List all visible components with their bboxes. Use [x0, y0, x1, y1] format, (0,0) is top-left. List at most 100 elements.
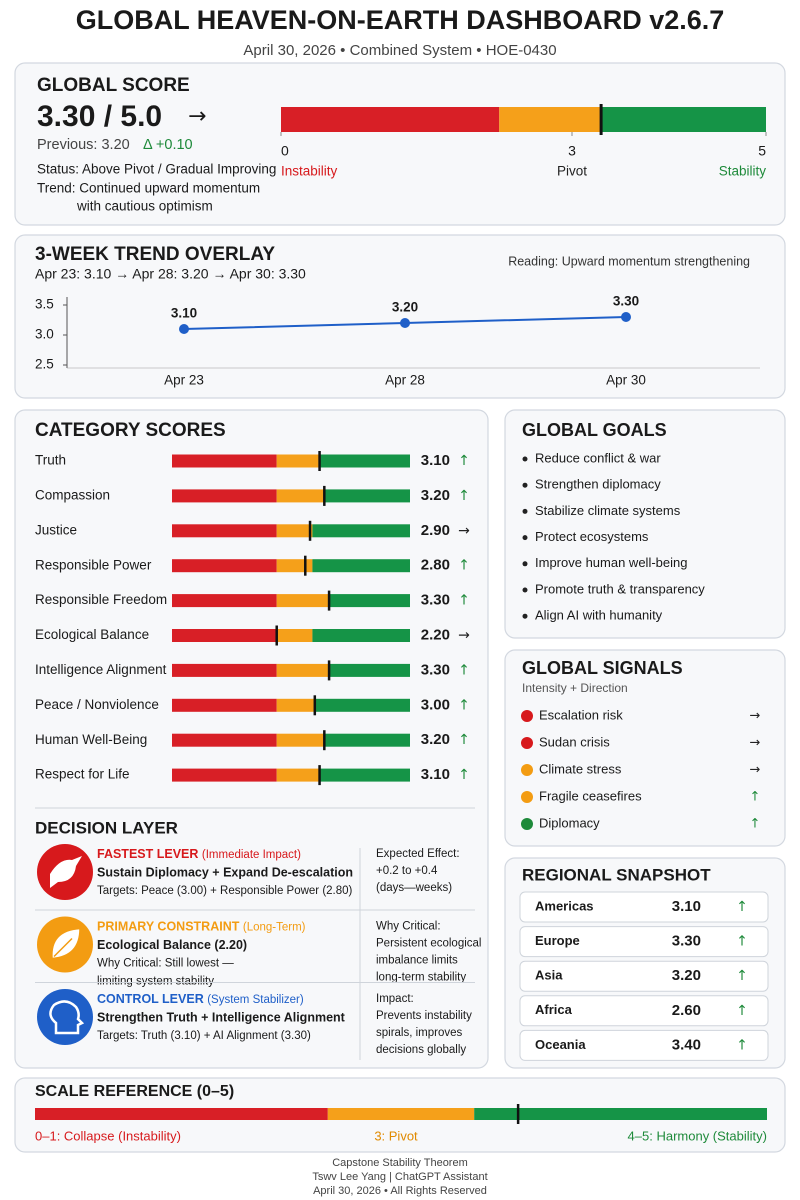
score-zone [324, 733, 410, 747]
region-name: Africa [535, 1002, 573, 1017]
goal-item: Protect ecosystems [535, 529, 649, 544]
category-score: 3.20 [421, 487, 450, 504]
x-tick-label: Apr 23 [164, 373, 204, 388]
score-zone [314, 698, 410, 712]
trend-arrow: ↑ [458, 453, 470, 469]
trend-arrow: ↑ [458, 767, 470, 783]
score-zone [324, 489, 410, 503]
signal-dot [521, 791, 533, 803]
goal-item: Stabilize climate systems [535, 503, 681, 518]
scale-tick-label: 3 [568, 143, 576, 159]
score-zone [276, 454, 320, 468]
trend-arrow: → [458, 628, 470, 644]
status-text: Status: Above Pivot / Gradual Improving [37, 162, 276, 177]
section-title: DECISION LAYER [35, 818, 178, 837]
decision-icon [37, 989, 93, 1045]
decision-side: Why Critical: [376, 921, 441, 933]
score-zone [172, 594, 277, 608]
decision-tag: (Immediate Impact) [202, 849, 301, 861]
category-name: Responsible Power [35, 557, 152, 572]
score-zone [172, 698, 277, 712]
score-zone [276, 733, 325, 747]
decision-lead: FASTEST LEVER (Immediate Impact) [97, 847, 301, 861]
score-zone [319, 454, 410, 468]
section-title: SCALE REFERENCE (0–5) [35, 1083, 234, 1100]
trend-summary: Apr 23: 3.10 → Apr 28: 3.20 → Apr 30: 3.… [35, 266, 306, 282]
section-title: 3-WEEK TREND OVERLAY [35, 244, 275, 265]
scale-zone [499, 107, 602, 132]
score-zone [276, 698, 315, 712]
score-zone [276, 594, 330, 608]
category-name: Ecological Balance [35, 627, 149, 642]
signal-direction: → [750, 736, 761, 751]
decision-main: Strengthen Truth + Intelligence Alignmen… [97, 1010, 346, 1024]
decision-lead: CONTROL LEVER (System Stabilizer) [97, 992, 304, 1006]
trend-arrow: ↑ [458, 593, 470, 609]
category-score: 3.30 [421, 661, 450, 678]
signal-name: Fragile ceasefires [539, 788, 642, 803]
section-subtitle: Intensity + Direction [522, 681, 628, 695]
scale-label: 4–5: Harmony (Stability) [628, 1128, 767, 1143]
scale-caption: Instability [281, 164, 338, 179]
bullet [522, 482, 528, 488]
category-name: Responsible Freedom [35, 592, 167, 607]
section-title: GLOBAL SIGNALS [522, 658, 683, 678]
score-zone [276, 629, 313, 642]
bullet [522, 508, 528, 514]
scale-tick-label: 0 [281, 143, 289, 159]
scale-zone [327, 1108, 475, 1120]
scale-label: 0–1: Collapse (Instability) [35, 1128, 181, 1143]
region-score: 2.60 [672, 1002, 701, 1019]
x-tick-label: Apr 28 [385, 373, 425, 388]
signal-name: Diplomacy [539, 815, 600, 830]
x-tick-label: Apr 30 [606, 373, 646, 388]
region-trend: ↑ [736, 1037, 748, 1053]
score-zone [329, 663, 410, 677]
region-score: 3.10 [672, 898, 701, 915]
decision-side: Persistent ecological [376, 938, 481, 950]
score-zone [276, 524, 313, 538]
bullet [522, 561, 528, 567]
region-name: Europe [535, 933, 580, 948]
decision-lead-name: PRIMARY CONSTRAINT [97, 920, 240, 934]
dashboard-subtitle: April 30, 2026 • Combined System • HOE-0… [243, 42, 556, 59]
bullet [522, 456, 528, 462]
decision-detail: Targets: Peace (3.00) + Responsible Powe… [97, 885, 353, 897]
trend-point [621, 312, 631, 322]
region-score: 3.20 [672, 967, 701, 984]
section-title: GLOBAL GOALS [522, 420, 667, 440]
category-score: 2.90 [421, 522, 450, 539]
category-name: Peace / Nonviolence [35, 697, 159, 712]
region-score: 3.30 [672, 933, 701, 950]
decision-side: +0.2 to +0.4 [376, 865, 438, 877]
region-name: Oceania [535, 1037, 586, 1052]
decision-side: Expected Effect: [376, 848, 460, 860]
signal-dot [521, 710, 533, 722]
region-name: Americas [535, 898, 594, 913]
score-zone [172, 663, 277, 677]
y-tick-label: 2.5 [35, 357, 54, 372]
score-zone [276, 663, 330, 677]
value-label: 3.30 [613, 294, 639, 309]
region-row [519, 926, 769, 958]
score-zone [172, 454, 277, 468]
score-zone [172, 524, 277, 538]
goal-item: Strengthen diplomacy [535, 477, 661, 492]
scale-zone [35, 1108, 328, 1120]
decision-detail: Why Critical: Still lowest — [97, 958, 234, 970]
region-trend: ↑ [736, 1003, 748, 1019]
trend-point [400, 318, 410, 328]
score-zone [276, 768, 320, 782]
category-score: 3.10 [421, 766, 450, 783]
value-label: 3.10 [171, 306, 197, 321]
scale-zone [601, 107, 766, 132]
category-score: 2.20 [421, 626, 450, 643]
score-zone [172, 489, 277, 503]
score-zone [312, 524, 410, 538]
dashboard-title: GLOBAL HEAVEN-ON-EARTH DASHBOARD v2.6.7 [76, 5, 725, 35]
trend-arrow: ↑ [458, 697, 470, 713]
category-name: Truth [35, 453, 66, 468]
icon-dove [50, 856, 82, 888]
scale-caption: Stability [719, 164, 767, 179]
scale-zone [474, 1108, 767, 1120]
